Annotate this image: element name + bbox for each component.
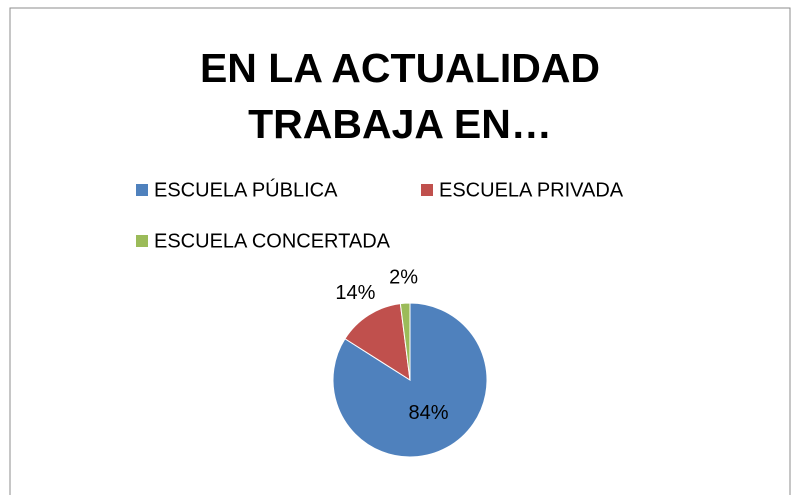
legend-swatch (136, 235, 148, 247)
pie-slice (332, 302, 488, 458)
data-label: 14% (335, 282, 375, 304)
data-label: 2% (389, 266, 418, 288)
legend-swatch (421, 184, 433, 196)
chart-title: EN LA ACTUALIDAD TRABAJA EN… (199, 45, 601, 147)
legend-label: ESCUELA PRIVADA (439, 179, 624, 201)
pie-slice (344, 303, 411, 381)
pie-slice (399, 302, 411, 381)
legend-swatch (136, 184, 148, 196)
data-label: 84% (409, 402, 449, 424)
legend-label: ESCUELA PÚBLICA (154, 178, 338, 201)
legend-label: ESCUELA CONCERTADA (154, 230, 391, 252)
